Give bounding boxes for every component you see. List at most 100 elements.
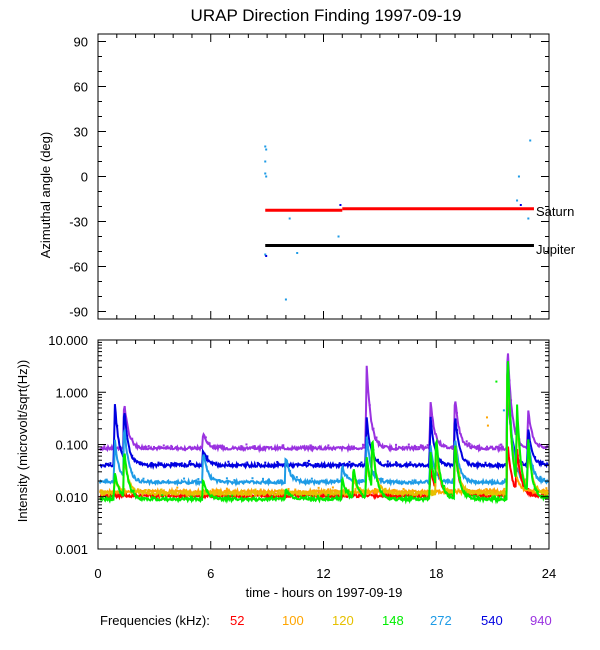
time-x-tick-label: 24	[542, 566, 556, 581]
intensity-point	[197, 478, 200, 481]
intensity-point	[485, 416, 488, 419]
intensity-point	[189, 460, 192, 463]
legend-item-940: 940	[530, 613, 552, 628]
intensity-y-tick-label: 10.000	[48, 333, 88, 348]
intensity-point	[310, 477, 313, 480]
intensity-line	[98, 372, 549, 497]
intensity-series-940-khz	[99, 353, 549, 454]
direction-point	[265, 255, 268, 257]
intensity-point	[419, 444, 422, 447]
azimuth-y-tick-label: 90	[74, 35, 88, 50]
intensity-point	[504, 478, 507, 481]
intensity-point	[309, 444, 312, 447]
azimuth-y-tick-label: 60	[74, 80, 88, 95]
intensity-point	[465, 440, 468, 443]
direction-point	[519, 204, 522, 206]
intensity-point	[132, 489, 135, 492]
chart-title: URAP Direction Finding 1997-09-19	[191, 6, 462, 25]
intensity-point	[539, 475, 542, 478]
intensity-point	[227, 460, 230, 463]
legend-title: Frequencies (kHz):	[100, 613, 210, 628]
intensity-point	[384, 487, 387, 490]
intensity-point	[223, 491, 226, 494]
intensity-panel-frame	[97, 339, 550, 550]
azimuth-y-tick-label: -60	[69, 260, 88, 275]
intensity-point	[259, 488, 262, 491]
time-x-tick-label: 6	[207, 566, 214, 581]
intensity-point	[277, 489, 280, 492]
intensity-y-tick-label: 1.000	[55, 385, 88, 400]
intensity-point	[246, 461, 249, 464]
intensity-point	[327, 488, 330, 491]
intensity-point	[170, 444, 173, 447]
intensity-point	[331, 486, 334, 489]
intensity-point	[225, 477, 228, 480]
time-x-tick-label: 18	[429, 566, 443, 581]
intensity-point	[251, 477, 254, 480]
intensity-point	[387, 489, 390, 492]
intensity-point	[162, 444, 165, 447]
intensity-point	[150, 461, 153, 464]
intensity-point	[336, 478, 339, 481]
direction-point	[516, 199, 519, 202]
intensity-point	[213, 444, 216, 447]
intensity-line	[98, 364, 549, 487]
azimuth-y-tick-label: -30	[69, 215, 88, 230]
intensity-point	[160, 462, 163, 465]
intensity-point	[402, 487, 405, 490]
intensity-point	[137, 488, 140, 491]
intensity-point	[219, 444, 222, 447]
intensity-series-148-khz	[99, 361, 549, 505]
intensity-point	[316, 494, 319, 497]
intensity-point	[109, 462, 112, 465]
intensity-point	[346, 489, 349, 492]
intensity-point	[264, 461, 267, 464]
time-x-tick-label: 0	[94, 566, 101, 581]
intensity-point	[253, 445, 256, 448]
intensity-line	[99, 365, 549, 500]
intensity-point	[183, 477, 186, 480]
intensity-point	[501, 490, 504, 493]
direction-point	[339, 204, 342, 206]
intensity-point	[271, 495, 274, 498]
frequency-legend: Frequencies (kHz): 52 100 120 148 272 540 940	[100, 613, 552, 628]
intensity-point	[139, 461, 142, 464]
intensity-point	[395, 443, 398, 446]
legend-item-272: 272	[430, 613, 452, 628]
azimuth-y-axis-label: Azimuthal angle (deg)	[38, 132, 53, 258]
intensity-point	[294, 488, 297, 491]
intensity-point	[411, 479, 414, 482]
intensity-point	[317, 486, 320, 489]
intensity-point	[254, 488, 257, 491]
intensity-point	[225, 487, 228, 490]
direction-point	[264, 253, 267, 256]
intensity-point	[323, 489, 326, 492]
intensity-point	[147, 445, 150, 448]
intensity-point	[338, 462, 341, 465]
intensity-line	[99, 394, 549, 471]
intensity-point	[500, 443, 503, 446]
intensity-point	[229, 464, 232, 467]
intensity-point	[443, 484, 446, 487]
intensity-point	[305, 495, 308, 498]
intensity-point	[327, 444, 330, 447]
intensity-point	[537, 490, 540, 493]
intensity-point	[256, 461, 259, 464]
direction-point	[337, 235, 340, 238]
direction-point	[284, 298, 287, 301]
intensity-point	[425, 491, 428, 494]
intensity-point	[503, 487, 506, 490]
direction-point	[527, 217, 530, 220]
intensity-point	[392, 488, 395, 491]
intensity-point	[534, 493, 537, 496]
direction-point	[529, 139, 532, 142]
intensity-point	[426, 444, 429, 447]
intensity-point	[360, 461, 363, 464]
intensity-point	[468, 443, 471, 446]
saturn-label: Saturn	[536, 204, 574, 219]
legend-item-540: 540	[481, 613, 503, 628]
intensity-series-540-khz	[99, 394, 549, 471]
azimuth-panel: 90 60 30 0 -30 -60 -90 Azimuthal angle (deg) S…	[38, 33, 576, 320]
intensity-point	[538, 477, 541, 480]
